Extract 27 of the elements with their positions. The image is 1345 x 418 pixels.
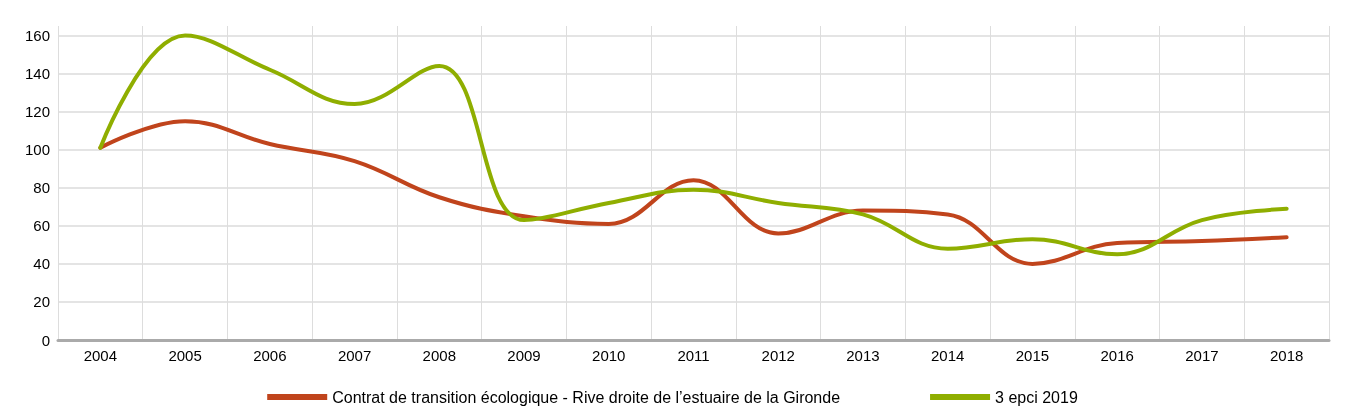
line-series — [98, 33, 1289, 257]
legend-label: Contrat de transition écologique - Rive droite de l’estuaire de la Gironde — [332, 388, 841, 406]
x-tick-label: 2016 — [1100, 347, 1134, 364]
y-tick-label: 160 — [24, 27, 50, 45]
x-tick-label: 2017 — [1185, 347, 1219, 364]
x-tick-label: 2014 — [931, 347, 965, 364]
y-tick-label: 100 — [24, 141, 50, 159]
legend-label: 3 epci 2019 — [995, 388, 1078, 406]
x-tick-label: 2005 — [168, 347, 202, 364]
x-tick-label: 2012 — [761, 347, 795, 364]
y-tick-label: 40 — [33, 255, 50, 273]
y-tick-label: 0 — [41, 331, 50, 349]
x-tick-label: 2011 — [677, 347, 710, 364]
y-tick-label: 80 — [33, 179, 50, 197]
y-tick-label: 120 — [24, 103, 50, 121]
y-tick-label: 140 — [24, 65, 50, 83]
x-tick-label: 2007 — [337, 347, 372, 364]
x-tick-label: 2015 — [1015, 347, 1050, 364]
y-tick-label: 60 — [33, 217, 50, 235]
x-tick-label: 2006 — [253, 347, 287, 364]
x-tick-label: 2010 — [592, 347, 626, 364]
y-tick-label: 20 — [33, 293, 50, 311]
x-tick-label: 2009 — [507, 347, 541, 364]
x-tick-label: 2004 — [83, 347, 118, 364]
x-tick-label: 2013 — [846, 347, 880, 364]
x-tick-label: 2008 — [422, 347, 456, 364]
x-tick-label: 2018 — [1269, 347, 1304, 364]
